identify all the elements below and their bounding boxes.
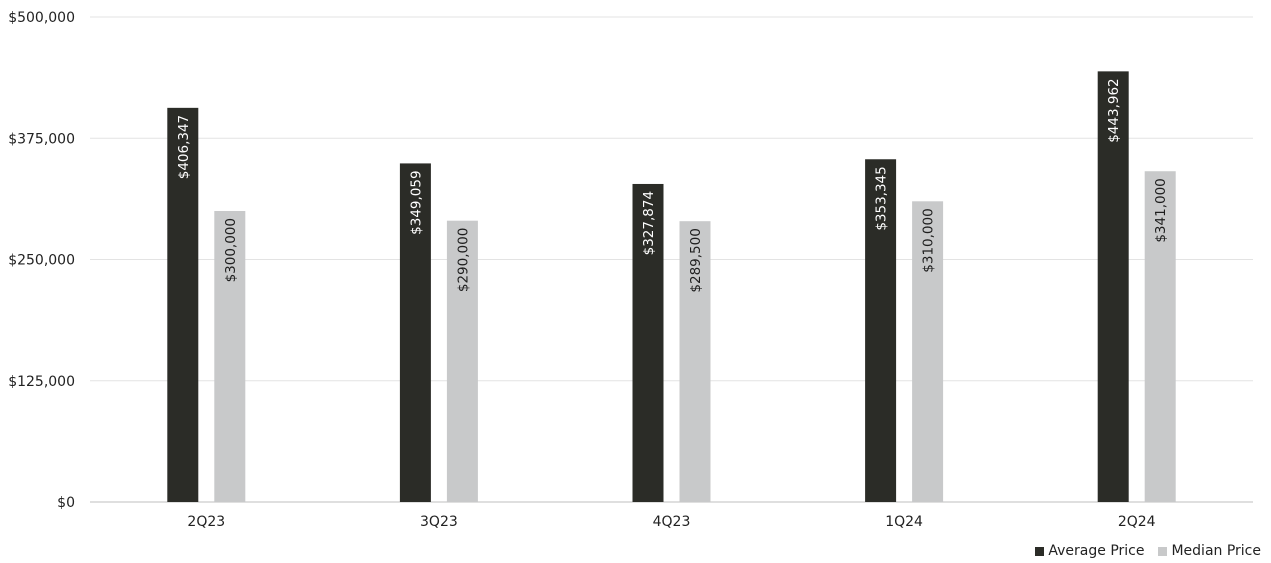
- bar-average-price: [632, 183, 664, 502]
- data-label-average-price: $406,347: [176, 115, 192, 179]
- y-tick-label: $0: [57, 495, 75, 511]
- data-label-average-price: $327,874: [641, 191, 657, 255]
- y-axis: $0 $125,000 $250,000 $375,000 $500,000: [8, 10, 75, 511]
- legend: Average Price Median Price: [1035, 543, 1261, 559]
- legend-label-median-price: Median Price: [1171, 543, 1261, 559]
- data-label-average-price: $349,059: [408, 170, 424, 234]
- gridlines: [90, 16, 1253, 503]
- bar-average-price: [1097, 71, 1129, 502]
- y-tick-label: $375,000: [8, 131, 75, 147]
- data-label-median-price: $310,000: [921, 208, 937, 272]
- legend-swatch-median-price: [1158, 546, 1168, 556]
- x-tick-label: 2Q23: [187, 514, 225, 530]
- bar-median-price: [679, 221, 711, 502]
- x-tick-label: 3Q23: [420, 514, 458, 530]
- legend-swatch-average-price: [1035, 546, 1045, 556]
- data-label-average-price: $443,962: [1106, 78, 1122, 142]
- bar-median-price: [214, 211, 246, 502]
- y-tick-label: $125,000: [8, 374, 75, 390]
- legend-item-median-price: Median Price: [1158, 543, 1261, 559]
- legend-item-average-price: Average Price: [1035, 543, 1144, 559]
- bar-median-price: [446, 220, 478, 502]
- data-label-median-price: $341,000: [1153, 178, 1169, 242]
- y-tick-label: $500,000: [8, 10, 75, 26]
- legend-label-average-price: Average Price: [1048, 543, 1145, 559]
- data-label-median-price: $290,000: [455, 228, 471, 292]
- data-label-median-price: $289,500: [688, 228, 704, 292]
- y-tick-label: $250,000: [8, 253, 75, 269]
- x-tick-label: 1Q24: [885, 514, 923, 530]
- x-tick-label: 2Q24: [1118, 514, 1156, 530]
- bar-median-price: [1144, 171, 1176, 503]
- bar-average-price: [865, 159, 897, 502]
- bar-median-price: [912, 201, 944, 503]
- x-axis: 2Q23 3Q23 4Q23 1Q24 2Q24: [187, 514, 1155, 530]
- bars: $406,347 $300,000 $349,059 $290,000 $327,874…: [167, 71, 1176, 503]
- bar-average-price: [167, 107, 199, 502]
- data-label-median-price: $300,000: [223, 218, 239, 282]
- bar-average-price: [399, 163, 431, 502]
- x-tick-label: 4Q23: [653, 514, 691, 530]
- data-label-average-price: $353,345: [874, 166, 890, 230]
